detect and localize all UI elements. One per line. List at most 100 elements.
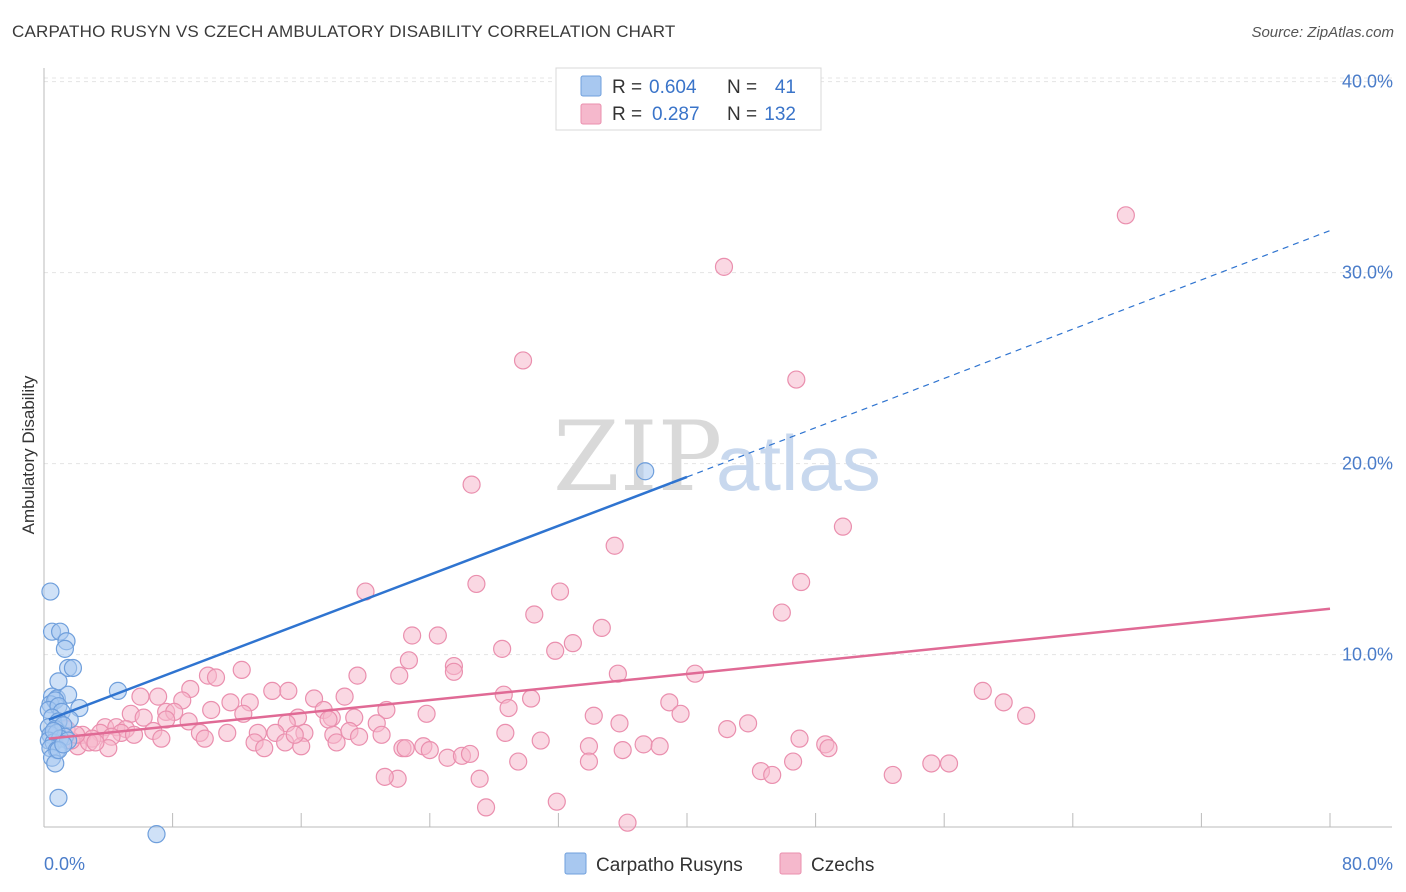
czech-point xyxy=(579,737,599,756)
czech-point xyxy=(460,744,480,764)
series-legend: Carpatho Rusyns Czechs xyxy=(564,852,874,876)
czech-point xyxy=(613,740,632,760)
czech-point xyxy=(496,723,515,743)
czech-point xyxy=(513,351,533,370)
czech-point xyxy=(86,733,105,752)
czech-point xyxy=(335,687,354,706)
y-axis-label: Ambulatory Disability xyxy=(19,375,38,534)
czech-point xyxy=(790,729,809,748)
czech-point xyxy=(763,765,782,785)
czech-point xyxy=(157,710,176,729)
y-tick-label: 20.0% xyxy=(1342,454,1393,474)
czech-point xyxy=(772,603,791,622)
czech-point xyxy=(579,752,599,771)
czech-point xyxy=(819,739,838,758)
czech-point xyxy=(563,634,582,653)
czech-point xyxy=(403,626,422,645)
czech-point xyxy=(444,662,464,681)
czech-point xyxy=(787,370,806,389)
czech-point xyxy=(396,739,415,758)
czech-point xyxy=(470,769,489,788)
czech-point xyxy=(375,767,394,786)
czech-point xyxy=(546,641,565,660)
czech-point xyxy=(428,626,447,645)
czech-point xyxy=(547,792,566,811)
rusyn-point xyxy=(54,735,73,754)
rusyn-point xyxy=(44,721,63,741)
legend-swatch-rusyn xyxy=(580,75,602,97)
legend-n-label-rusyn: N = xyxy=(727,77,757,98)
czech-point xyxy=(792,572,811,592)
legend-swatch-czechs xyxy=(779,852,802,875)
czech-trend-line xyxy=(48,607,1331,740)
czech-point xyxy=(476,798,496,817)
czech-point xyxy=(994,693,1013,712)
trend-lines xyxy=(48,230,1331,740)
legend-n-label-czech: N = xyxy=(727,104,757,125)
watermark-atlas: atlas xyxy=(716,419,881,507)
czech-point xyxy=(718,719,737,739)
y-tick-label: 40.0% xyxy=(1342,72,1393,92)
y-tick-label: 10.0% xyxy=(1342,645,1393,665)
czech-point xyxy=(584,706,603,725)
czech-point xyxy=(134,708,153,727)
watermark: ZIP atlas xyxy=(553,401,881,513)
czech-point xyxy=(399,651,419,670)
correlation-legend: R = 0.604 N = 41 R = 0.287 N = 132 xyxy=(555,67,822,131)
czech-point xyxy=(525,605,544,624)
czech-point xyxy=(618,813,637,832)
czech-point xyxy=(462,475,481,494)
czech-point xyxy=(939,754,959,773)
czech-point xyxy=(319,710,338,729)
czech-point xyxy=(531,731,550,750)
legend-label-carpatho-rusyns: Carpatho Rusyns xyxy=(596,855,743,876)
series-carpatho-rusyns xyxy=(39,462,655,844)
czech-point xyxy=(255,739,274,758)
czech-point xyxy=(550,582,570,601)
czech-point xyxy=(279,681,298,700)
czech-point xyxy=(521,689,541,708)
legend-n-value-czech: 132 xyxy=(764,104,796,125)
legend-r-value-czech: 0.287 xyxy=(652,104,700,125)
x-tick-label: 0.0% xyxy=(44,854,85,874)
y-tick-label: 30.0% xyxy=(1342,263,1393,283)
czech-point xyxy=(417,704,436,723)
czech-point xyxy=(218,723,237,743)
gridlines xyxy=(44,77,1392,656)
czech-point xyxy=(149,687,168,706)
chart-title: CARPATHO RUSYN VS CZECH AMBULATORY DISAB… xyxy=(12,22,676,41)
czech-point xyxy=(783,752,803,771)
x-tick-label: 80.0% xyxy=(1342,854,1393,874)
rusyn-point xyxy=(55,639,74,658)
legend-label-czechs: Czechs xyxy=(811,855,874,876)
rusyn-trend-line xyxy=(48,475,688,721)
legend-r-label-czech: R = xyxy=(612,104,642,125)
czech-point xyxy=(509,752,528,771)
legend-n-value-rusyn: 41 xyxy=(775,77,796,98)
czech-point xyxy=(671,704,690,723)
czech-point xyxy=(1017,706,1036,725)
czech-point xyxy=(650,737,669,756)
rusyn-point xyxy=(63,658,83,678)
czech-point xyxy=(420,740,439,760)
czech-point xyxy=(610,714,629,733)
czech-point xyxy=(714,257,734,276)
legend-swatch-czech xyxy=(580,103,602,125)
czech-point xyxy=(349,727,369,746)
czech-point xyxy=(660,693,679,712)
rusyn-point xyxy=(41,582,60,601)
czech-point xyxy=(738,714,758,733)
czech-point xyxy=(131,687,150,706)
czech-point xyxy=(634,735,653,754)
czech-point xyxy=(499,698,518,718)
czech-point xyxy=(390,666,409,685)
czech-point xyxy=(1116,206,1135,225)
czech-point xyxy=(493,639,512,658)
czech-point xyxy=(883,765,902,785)
czech-point xyxy=(922,754,941,773)
czech-point xyxy=(263,681,282,700)
rusyn-point xyxy=(49,788,68,807)
czech-point xyxy=(152,729,171,748)
x-tick-labels: 0.0% 80.0% xyxy=(44,854,1393,874)
